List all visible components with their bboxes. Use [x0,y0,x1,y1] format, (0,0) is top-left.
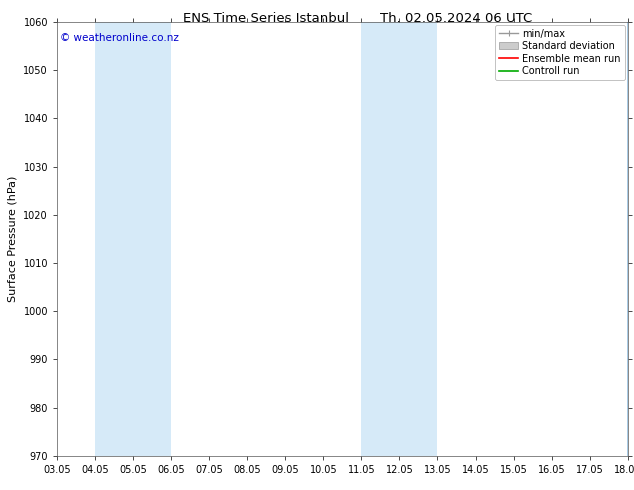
Bar [626,22,628,456]
Text: Th. 02.05.2024 06 UTC: Th. 02.05.2024 06 UTC [380,12,533,25]
Text: © weatheronline.co.nz: © weatheronline.co.nz [60,33,179,43]
Bar [95,22,171,456]
Y-axis label: Surface Pressure (hPa): Surface Pressure (hPa) [8,176,18,302]
Text: ENS Time Series Istanbul: ENS Time Series Istanbul [183,12,349,25]
Legend: min/max, Standard deviation, Ensemble mean run, Controll run: min/max, Standard deviation, Ensemble me… [495,25,624,80]
Bar [361,22,437,456]
